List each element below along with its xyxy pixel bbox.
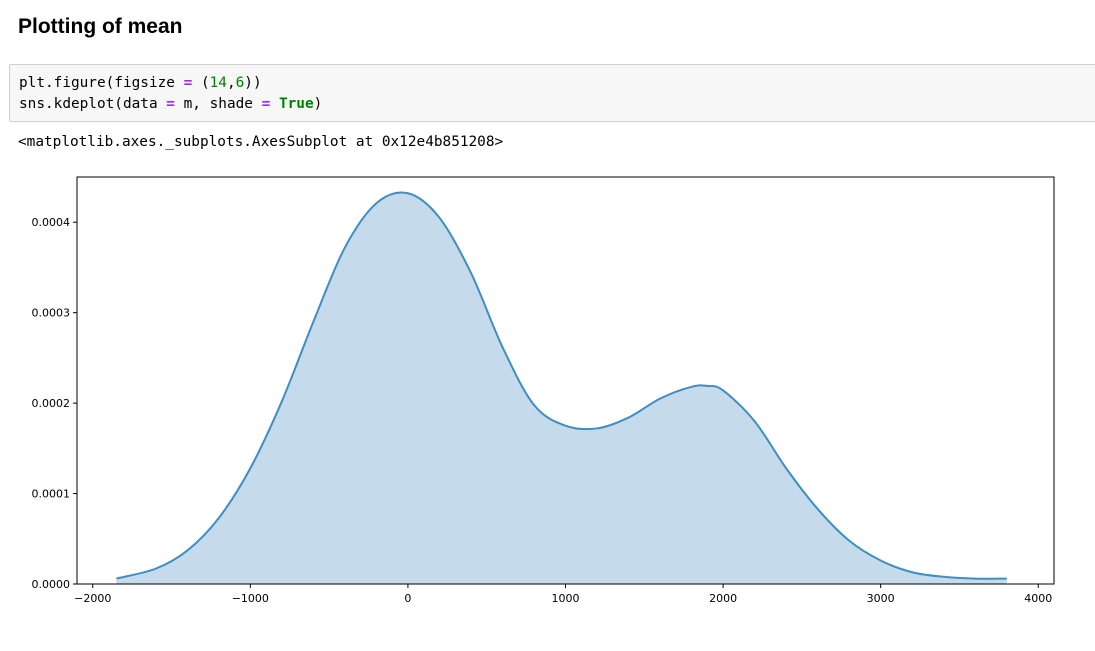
x-tick-label: 2000 [709,592,737,605]
code-token: True [278,96,314,112]
y-tick-label: 0.0001 [32,488,71,501]
y-tick-label: 0.0003 [32,307,71,320]
code-token: 6 [235,75,245,91]
code-token: = [166,96,175,112]
y-tick-label: 0.0004 [32,216,71,229]
x-tick-label: −2000 [74,592,111,605]
x-tick-label: 4000 [1024,592,1052,605]
code-token: = [183,75,193,91]
section-heading: Plotting of mean [18,15,183,38]
cell-output-text: <matplotlib.axes._subplots.AxesSubplot a… [18,134,504,150]
code-token: ( [192,75,210,91]
code-token: plt.figure(figsize [19,75,184,91]
code-token: m, shade [174,96,262,112]
kde-line [116,191,1007,580]
code-cell-input[interactable]: plt.figure(figsize = (14,6)) sns.kdeplot… [9,64,1095,122]
x-tick-label: 3000 [867,592,895,605]
x-tick-label: −1000 [232,592,269,605]
code-token: = [261,96,271,112]
code-token: 14 [209,75,227,91]
code-token: sns.kdeplot(data [19,96,167,112]
y-tick-label: 0.0002 [32,397,71,410]
code-line-figure: plt.figure(figsize = (14,6)) [19,73,262,93]
code-token: )) [244,75,262,91]
code-line-kdeplot: sns.kdeplot(data = m, shade = True) [19,94,322,114]
code-token: ) [313,96,323,112]
x-tick-label: 0 [404,592,411,605]
code-token: , [226,75,236,91]
kde-fill-area [116,192,1007,585]
y-tick-label: 0.0000 [32,578,71,591]
x-tick-label: 1000 [552,592,580,605]
